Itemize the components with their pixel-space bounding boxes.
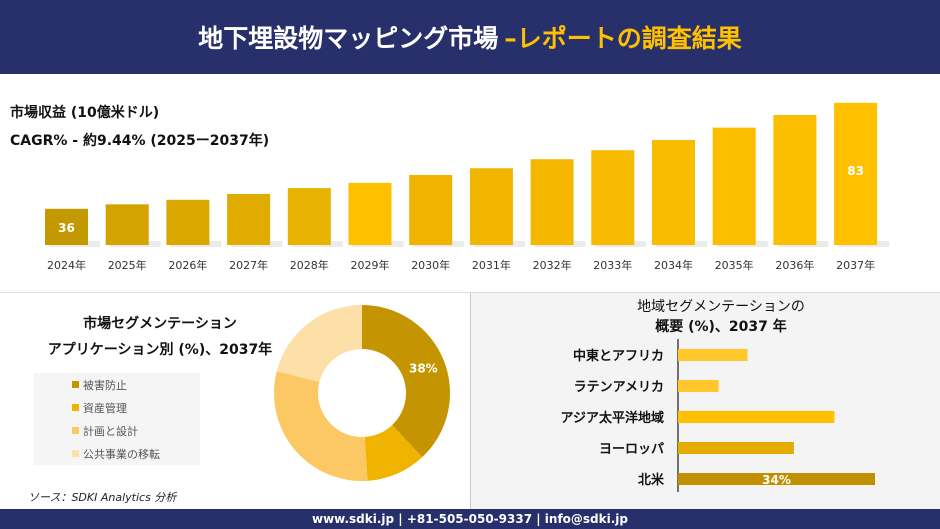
footer-contact: www.sdki.jp | +81-505-050-9337 | info@sd… [0,509,940,529]
legend-swatch [72,450,79,457]
legend-item: 公共事業の移転 [34,442,200,465]
application-donut-chart: 38% [274,305,450,481]
legend-label: 被害防止 [83,378,127,392]
bar-2030年 [409,174,453,245]
donut-title-2: アプリケーション別 (%)、2037年 [47,342,273,358]
x-tick-label: 2025年 [108,258,147,272]
legend-swatch [72,404,79,411]
revenue-label: 市場収益 (10億米ドル) [10,105,160,121]
legend-item: 計画と設計 [34,419,200,442]
legend-item: 被害防止 [34,373,200,396]
bar-2033年 [591,150,635,245]
bar-北米 [678,473,875,485]
y-tick-label: ヨーロッパ [599,442,664,457]
x-tick-label: 2026年 [168,258,207,272]
bar-2025年 [105,204,149,245]
bar-2032年 [530,159,574,245]
donut-slice-計画と設計 [274,371,368,481]
bar-data-label: 83 [847,164,864,178]
cagr-label: CAGR% - 約9.44% (2025ー2037年) [10,133,270,149]
bar-2037年 [834,102,878,246]
x-tick-label: 2031年 [472,258,511,272]
legend-item: 資産管理 [34,396,200,419]
bar-2024年 [45,208,88,245]
bar-2029年 [348,182,392,245]
y-tick-label: 中東とアフリカ [573,348,664,364]
bar-ヨーロッパ [678,442,794,454]
bar-2026年 [166,199,210,245]
x-tick-label: 2029年 [351,258,390,272]
x-tick-label: 2037年 [836,258,875,272]
revenue-bar-chart: 2024年 36 2025年 2026年 2027年 2028年 2029年 2030年 203… [45,102,890,272]
bar-data-label: 34% [762,473,791,487]
region-panel: 地域セグメンテーションの 概要 (%)、2037 年 中東とアフリカ ラテンアメリカ… [470,292,940,509]
donut-slice-資産管理 [364,425,423,481]
legend-label: 公共事業の移転 [83,447,160,461]
x-tick-label: 2024年 [47,258,86,272]
donut-data-label: 38% [409,362,438,376]
x-tick-label: 2028年 [290,258,329,272]
bar-2028年 [287,188,331,245]
revenue-chart-panel: 市場収益 (10億米ドル) CAGR% - 約9.44% (2025ー2037年… [0,74,940,292]
bar-2031年 [469,168,513,245]
x-tick-label: 2035年 [715,258,754,272]
title-accent: –レポートの調査結果 [504,24,742,53]
application-panel: 市場セグメンテーションアプリケーション別 (%)、2037年 被害防止資産管理計… [0,292,470,509]
x-tick-label: 2032年 [533,258,572,272]
bar-2034年 [652,140,695,245]
legend-swatch [72,427,79,434]
donut-slice-公共事業の移転 [276,305,362,383]
header-title: 地下埋設物マッピング市場 –レポートの調査結果 [0,0,940,74]
bar-中東とアフリカ [678,349,748,361]
bar-2027年 [227,193,271,245]
legend-label: 資産管理 [83,401,127,415]
x-tick-label: 2033年 [593,258,632,272]
x-tick-label: 2034年 [654,258,693,272]
legend-swatch [72,381,79,388]
bar-2036年 [773,115,817,246]
bar-アジア太平洋地域 [678,411,835,423]
y-tick-label: アジア太平洋地域 [561,410,664,426]
y-tick-label: ラテンアメリカ [574,380,664,395]
bar-data-label: 36 [58,221,75,235]
bar-2035年 [712,127,756,245]
donut-slice-被害防止 [362,305,450,458]
y-tick-label: 北米 [638,472,665,488]
x-tick-label: 2027年 [229,258,268,272]
region-title-1: 地域セグメンテーションの [637,299,805,315]
x-tick-label: 2036年 [775,258,814,272]
donut-legend: 被害防止資産管理計画と設計公共事業の移転 [34,373,200,465]
bar-ラテンアメリカ [678,380,719,392]
source-note: ソース：SDKI Analytics 分析 [28,491,177,504]
donut-title-1: 市場セグメンテーション [83,316,237,332]
title: 地下埋設物マッピング市場 [198,24,499,53]
region-title-2: 概要 (%)、2037 年 [655,319,787,335]
x-tick-label: 2030年 [411,258,450,272]
legend-label: 計画と設計 [83,424,138,438]
